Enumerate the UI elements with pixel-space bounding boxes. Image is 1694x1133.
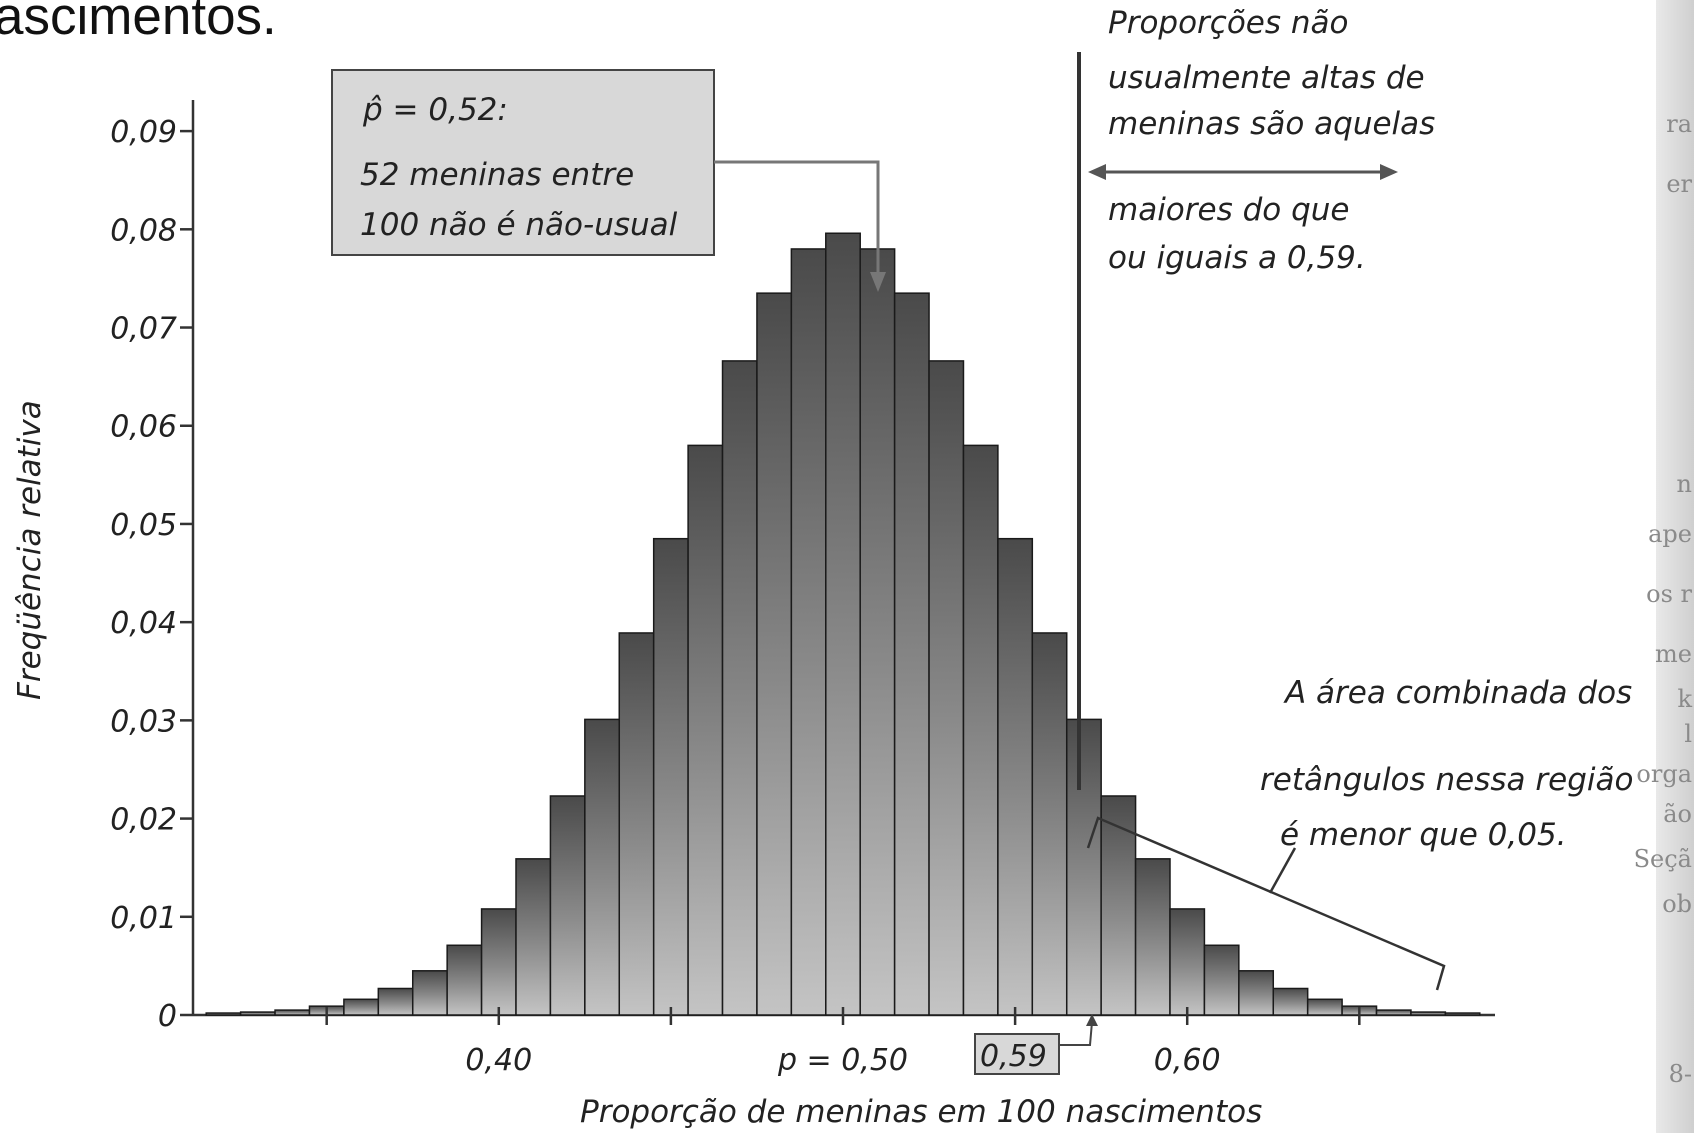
x-tick-label: p = 0,50 [777,1043,908,1078]
note-top-line5: ou iguais a 0,59. [1108,240,1366,276]
callout-line2: 100 não é não-usual [360,207,678,243]
y-tick-label: 0,07 [110,312,177,347]
histogram-bar [411,970,448,1016]
marker-box [974,1033,1060,1075]
histogram-bar [1375,1009,1412,1016]
y-tick-label: 0,08 [110,213,177,248]
page-edge-text: ob [1662,890,1692,918]
page-edge-text: os r [1646,580,1692,608]
page-edge-text: me [1655,640,1692,668]
y-tick-label: 0,09 [110,115,177,150]
x-axis-label: Proporção de meninas em 100 nascimentos [580,1094,1262,1130]
note-top-line4: maiores do que [1108,192,1350,228]
y-tick-label: 0,04 [110,606,177,641]
callout-line1: 52 meninas entre [360,157,634,193]
y-axis-label: Freqüência relativa [12,400,48,700]
histogram-bar [997,537,1034,1016]
y-ticks-group: 0 0,01 0,02 0,03 0,04 0,05 0,06 0,07 0,08 0,09 [110,115,193,1034]
histogram-bar [721,360,758,1016]
histogram-bar [1444,1012,1481,1016]
histogram-bar [618,632,655,1016]
y-tick-label: 0 [158,999,177,1034]
histogram-bar [274,1009,311,1016]
callout-arrow [714,160,880,280]
page-edge-text: ra [1666,110,1692,138]
page-edge [1656,0,1694,1133]
histogram-bar [515,858,552,1016]
histogram-bar [790,248,827,1016]
histogram-bar [205,1012,242,1016]
note-area-line2: retângulos nessa região [1260,762,1633,798]
marker-label: 0,59 [980,1039,1047,1074]
histogram-bar [859,248,896,1016]
y-tick-label: 0,05 [110,508,177,543]
x-tick-label: 0,60 [1154,1043,1221,1078]
histogram-bar [825,232,861,1016]
y-tick-label: 0,02 [110,803,177,838]
histogram-bar [480,908,517,1016]
bars-group [205,232,1481,1016]
histogram-bar [687,444,724,1016]
histogram-bar [1306,998,1343,1016]
histogram-bar [584,718,621,1016]
histogram-bar [239,1011,276,1016]
histogram-bar [1134,858,1171,1016]
page-edge-text: n [1676,470,1692,498]
tail-bracket-pointer [1268,847,1297,894]
note-area-line1: A área combinada dos [1283,675,1632,711]
heading-fragment: ascimentos. [0,0,277,46]
histogram-bar [1238,970,1275,1016]
histogram-bar [1272,987,1309,1016]
histogram-bar [377,987,414,1016]
page-edge-text: Seçã [1633,845,1692,873]
histogram-bar [928,360,965,1016]
x-ticks-group: 0,40 p = 0,50 0,60 [325,1007,1361,1078]
page-edge-text: ão [1663,800,1692,828]
marker-arrowhead [1086,1014,1098,1026]
note-area-line3: é menor que 0,05. [1280,817,1567,853]
marker-pointer [1059,1021,1093,1046]
page-edge-text: 8- [1668,1060,1692,1088]
histogram-bar [1100,795,1137,1016]
histogram-bar [1410,1011,1447,1016]
note-top-line3: meninas são aquelas [1108,106,1435,142]
histogram-bar [1169,908,1206,1016]
histogram-bar [446,944,483,1016]
histogram-bar [1031,632,1068,1016]
note-top-line2: usualmente altas de [1108,60,1425,96]
page-edge-text: orga [1636,760,1692,788]
y-tick-label: 0,01 [110,901,177,936]
histogram-bar [893,292,930,1016]
y-tick-label: 0,03 [110,704,177,739]
page-edge-text: k [1677,685,1692,713]
histogram-bar [1065,718,1102,1016]
callout-formula: p̂ = 0,52: [362,92,508,128]
callout-arrowhead [870,272,886,292]
y-tick-label: 0,06 [110,410,177,445]
note-arrowhead-right [1380,164,1398,180]
x-tick-label: 0,40 [465,1043,532,1078]
page-edge-text: l [1684,720,1692,748]
histogram-bar [756,292,793,1016]
histogram-bar [1203,944,1240,1016]
histogram-bar [962,444,999,1016]
histogram-bar [549,795,586,1016]
note-arrowhead-left [1088,164,1106,180]
note-top-line1: Proporções não [1108,5,1349,41]
page-edge-text: ape [1648,520,1692,548]
histogram-bar [652,537,689,1016]
page-edge-text: er [1666,170,1692,198]
histogram-bar [343,998,380,1016]
